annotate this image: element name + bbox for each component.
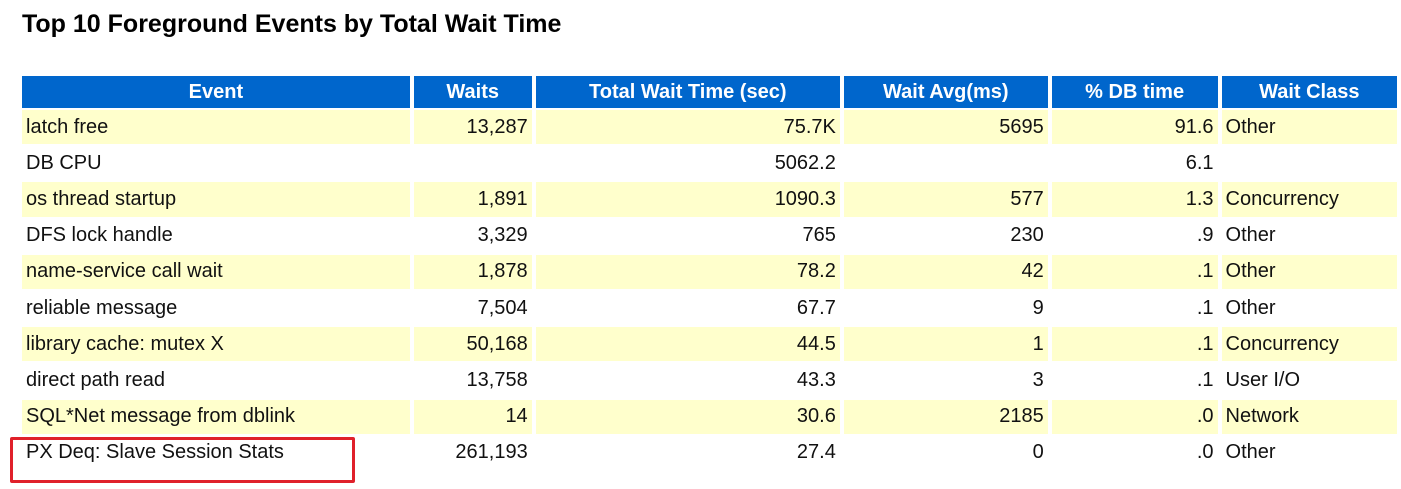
highlight-box (10, 437, 355, 483)
table-cell: 2185 (843, 399, 1048, 434)
table-cell: 50,168 (413, 327, 532, 362)
table-cell: 91.6 (1051, 110, 1218, 145)
table-cell: 6.1 (1185, 151, 1214, 174)
table-cell: 14 (413, 399, 532, 434)
table-cell: 1090.3 (535, 182, 840, 217)
table-cell: 1.3 (1051, 182, 1218, 217)
table-cell: 3 (1032, 368, 1044, 391)
table-row: name-service call wait 1,878 78.2 42.1 Other (22, 254, 1397, 289)
column-header: Waits (413, 76, 532, 108)
table-cell: 43.3 (796, 368, 836, 391)
column-header: Wait Class (1221, 76, 1397, 108)
table-cell: .0 (1051, 399, 1218, 434)
table-cell: Other (1221, 110, 1397, 145)
table-cell: Other (1221, 254, 1397, 289)
table-row: os thread startup 1,891 1090.3 577 1.3 Concur… (22, 182, 1397, 217)
table-cell: Other (1225, 224, 1276, 247)
table-row: latch free 13,287 75.7K 5695 91.6 Other (22, 110, 1397, 145)
table-row: library cache: mutex X 50,168 44.5 1.1 Concu… (22, 327, 1397, 362)
table-cell: Other (1225, 296, 1276, 319)
header-row: Event Waits Total Wait Time (sec) Wait Avg(… (22, 76, 1397, 108)
table-cell: DB CPU (26, 151, 102, 174)
table-cell: Other (1225, 441, 1276, 464)
table-cell (1222, 146, 1397, 180)
table-row: DFS lock handle 3,329 765 230 .9 Other (22, 219, 1397, 253)
table-cell: 765 (802, 224, 836, 247)
table-row: reliable message 7,504 67.7 9 .1 Other (22, 291, 1397, 325)
table-cell: reliable message (26, 296, 178, 319)
table-cell: .1 (1051, 254, 1218, 289)
column-header: Wait Avg(ms) (843, 76, 1048, 108)
table-cell: 3,329 (477, 224, 528, 247)
table-cell: Concurrency (1221, 182, 1397, 217)
table-cell: 27.4 (796, 441, 836, 464)
table-cell: User I/O (1225, 368, 1300, 391)
table-cell: Concurrency (1221, 327, 1397, 362)
table-row: direct path read 13,758 43.3 3 .1 User I/O (22, 363, 1397, 397)
table-cell: .1 (1196, 368, 1214, 391)
table-cell: DFS lock handle (26, 224, 173, 247)
table-cell: 1,891 (413, 182, 532, 217)
table-row: DB CPU 5062.2 6.1 (22, 146, 1397, 180)
table-cell: .1 (1051, 327, 1218, 362)
table-cell: .9 (1196, 224, 1214, 247)
title: Top 10 Foreground Events by Total Wait T… (22, 10, 562, 38)
table-row: PX Deq: Slave Session Stats 261,193 27.4 0.… (22, 436, 1397, 470)
table-cell: SQL*Net message from dblink (22, 399, 410, 434)
column-header: % DB time (1051, 76, 1218, 108)
table-cell: name-service call wait (22, 254, 410, 289)
table-cell: 75.7K (535, 110, 840, 145)
column-header: Event (22, 76, 410, 108)
table-cell: library cache: mutex X (22, 327, 410, 362)
table-cell: 42 (843, 254, 1048, 289)
table-cell: latch free (22, 110, 410, 145)
table-cell: 9 (1032, 296, 1044, 319)
table-cell: direct path read (26, 368, 165, 391)
table-cell: 67.7 (796, 296, 836, 319)
table-cell: 577 (843, 182, 1048, 217)
table-cell (414, 146, 532, 180)
table-cell: PX Deq: Slave Session Stats (26, 441, 284, 464)
table-row: SQL*Net message from dblink 14 30.6 2185.0 N… (22, 399, 1397, 434)
table-cell: 5062.2 (774, 151, 836, 174)
table-cell: 1,878 (413, 254, 532, 289)
table-cell: 78.2 (535, 254, 840, 289)
table-cell: 44.5 (535, 327, 840, 362)
table-head: Event Waits Total Wait Time (sec) Wait Avg(… (22, 76, 1397, 108)
table-cell (844, 146, 1048, 180)
table-body: latch free 13,287 75.7K 5695 91.6 Other DB CPU… (22, 110, 1397, 470)
table-cell: 13,758 (466, 368, 528, 391)
table-cell: 261,193 (455, 441, 528, 464)
table-cell: 1 (843, 327, 1048, 362)
table-cell: 230 (1010, 224, 1044, 247)
table-cell: 13,287 (413, 110, 532, 145)
table-cell: 5695 (843, 110, 1048, 145)
table-cell: 30.6 (535, 399, 840, 434)
table-cell: 7,504 (477, 296, 528, 319)
table-cell: Network (1221, 399, 1397, 434)
column-header: Total Wait Time (sec) (535, 76, 840, 108)
table-cell: 0 (1032, 441, 1044, 464)
table-cell: .1 (1196, 296, 1214, 319)
table-cell: .0 (1196, 441, 1214, 464)
events-table: Event Waits Total Wait Time (sec) Wait Avg(… (18, 74, 1401, 472)
table-cell: os thread startup (22, 182, 410, 217)
